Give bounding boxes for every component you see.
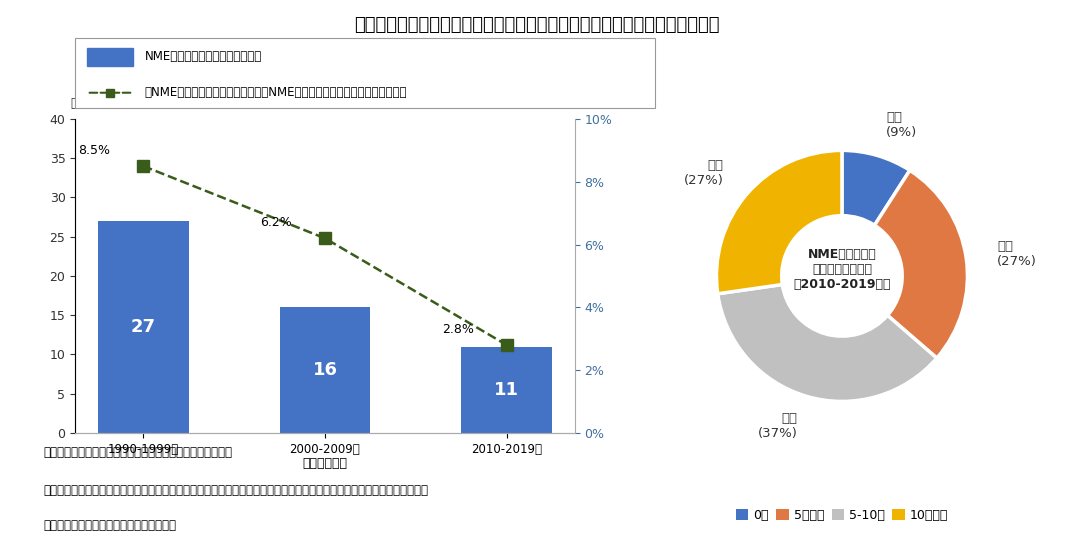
Text: １品
(9%): １品 (9%) <box>886 111 917 140</box>
Text: 注：日本でのみ承認されていた１品は「０年」に分別した。: 注：日本でのみ承認されていた１品は「０年」に分別した。 <box>43 446 232 459</box>
Text: 全NME（医薬品）の承認数に占めるNME（抗菌薬）の承認数の割合（右軸）: 全NME（医薬品）の承認数に占めるNME（抗菌薬）の承認数の割合（右軸） <box>145 86 407 99</box>
Text: 27: 27 <box>131 318 156 336</box>
Wedge shape <box>716 150 842 294</box>
Text: 出所：新医薬品の承認品目一覧、薬務広報、日本標準商品分類：薬効分類番号（平成２年６月改定）、明日の新薬をもとに: 出所：新医薬品の承認品目一覧、薬務広報、日本標準商品分類：薬効分類番号（平成２年… <box>43 484 427 497</box>
Bar <box>461 347 552 433</box>
Text: NME（抗菌薬）の承認数（左軸）: NME（抗菌薬）の承認数（左軸） <box>145 50 262 63</box>
Text: 8.5%: 8.5% <box>78 144 111 157</box>
Wedge shape <box>717 285 937 401</box>
X-axis label: （承認年代）: （承認年代） <box>303 457 348 470</box>
FancyBboxPatch shape <box>75 38 655 108</box>
Bar <box>98 221 189 433</box>
Text: ３品
(27%): ３品 (27%) <box>998 240 1037 268</box>
Text: （承認数）: （承認数） <box>70 97 107 110</box>
Text: 図１　日本の抗菌薬の承認数とその割合の推移およびドラッグ・ラグの状況: 図１ 日本の抗菌薬の承認数とその割合の推移およびドラッグ・ラグの状況 <box>354 16 720 34</box>
Bar <box>279 307 371 433</box>
Text: 6.2%: 6.2% <box>261 216 292 229</box>
Text: 11: 11 <box>494 381 519 399</box>
Text: 医薬産業政策研究所にて作成した。: 医薬産業政策研究所にて作成した。 <box>43 519 176 532</box>
Text: ３品
(27%): ３品 (27%) <box>683 159 724 187</box>
Text: （割合）: （割合） <box>550 97 580 110</box>
Text: ４品
(37%): ４品 (37%) <box>758 412 798 440</box>
Wedge shape <box>874 170 968 358</box>
Text: 16: 16 <box>313 361 337 379</box>
Text: NME（抗菌薬）
のドラッグ・ラグ
（2010-2019年）: NME（抗菌薬） のドラッグ・ラグ （2010-2019年） <box>794 248 890 291</box>
Bar <box>87 48 133 66</box>
Wedge shape <box>842 150 910 225</box>
Legend: 0年, 5年未満, 5-10年, 10年以上: 0年, 5年未満, 5-10年, 10年以上 <box>730 504 954 527</box>
Text: 2.8%: 2.8% <box>442 322 474 335</box>
